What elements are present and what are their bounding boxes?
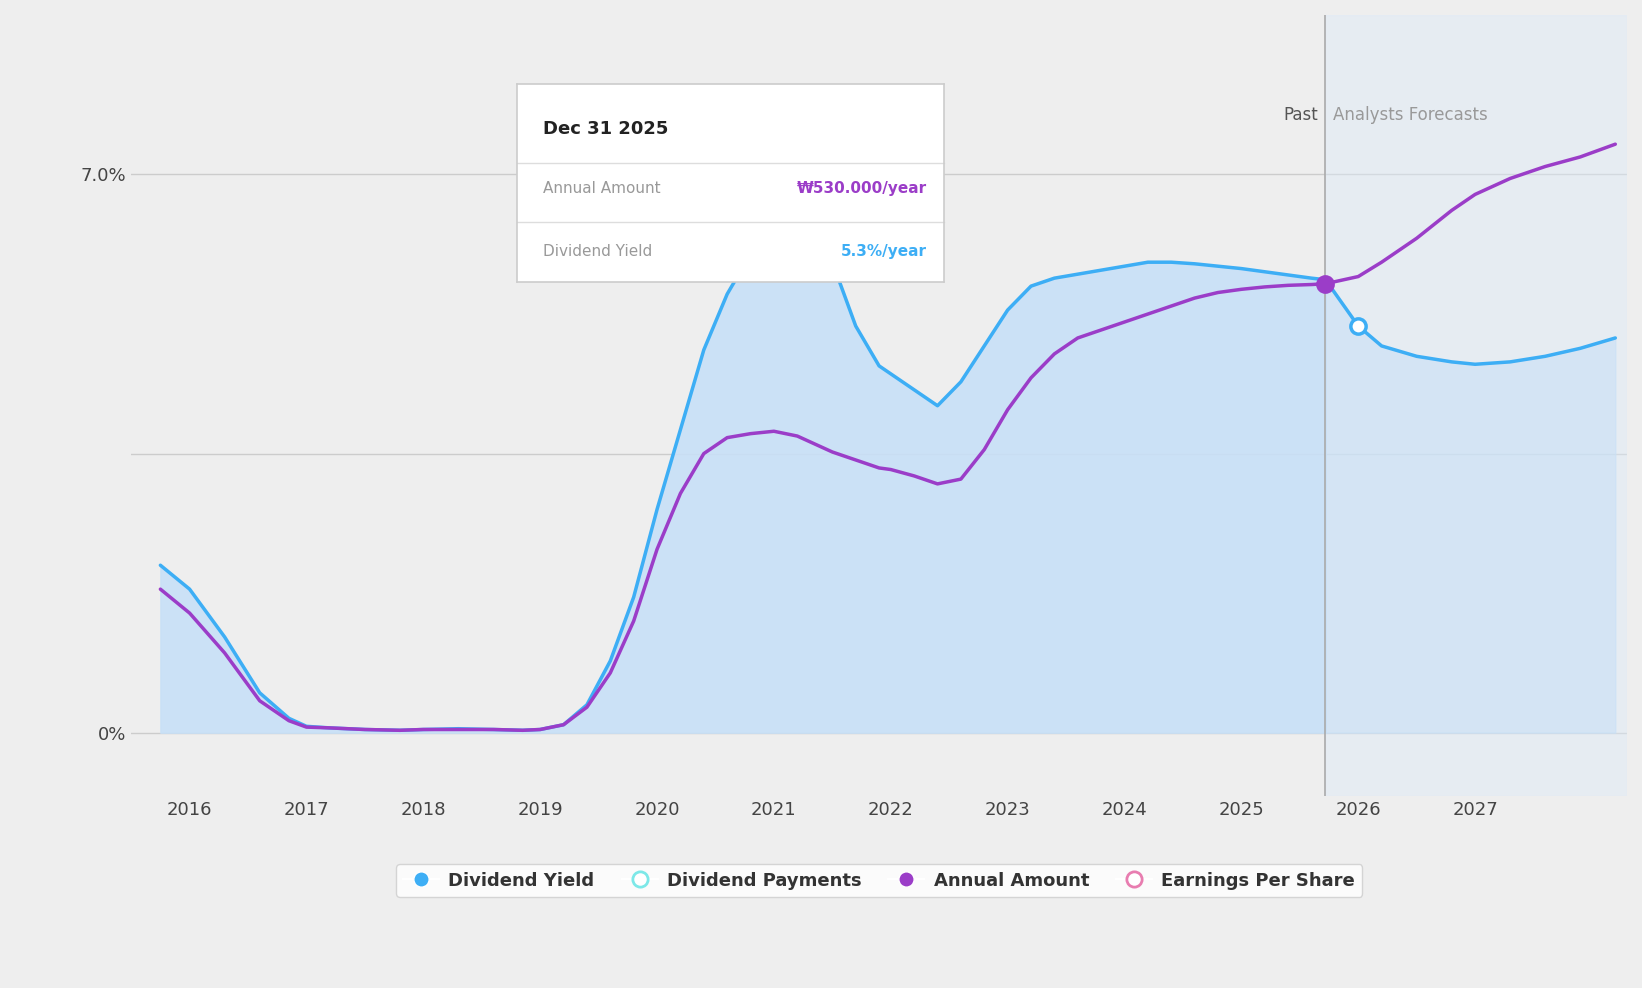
Text: Analysts Forecasts: Analysts Forecasts	[1333, 106, 1488, 124]
Text: Dividend Yield: Dividend Yield	[544, 244, 652, 260]
Bar	[1325, 15, 1627, 796]
Text: Dec 31 2025: Dec 31 2025	[544, 120, 668, 137]
Text: 5.3%/year: 5.3%/year	[841, 244, 928, 260]
Legend: Dividend Yield, Dividend Payments, Annual Amount, Earnings Per Share: Dividend Yield, Dividend Payments, Annua…	[396, 864, 1363, 897]
Text: Past: Past	[1284, 106, 1319, 124]
Text: ₩530.000/year: ₩530.000/year	[796, 181, 928, 197]
Text: Annual Amount: Annual Amount	[544, 181, 660, 197]
